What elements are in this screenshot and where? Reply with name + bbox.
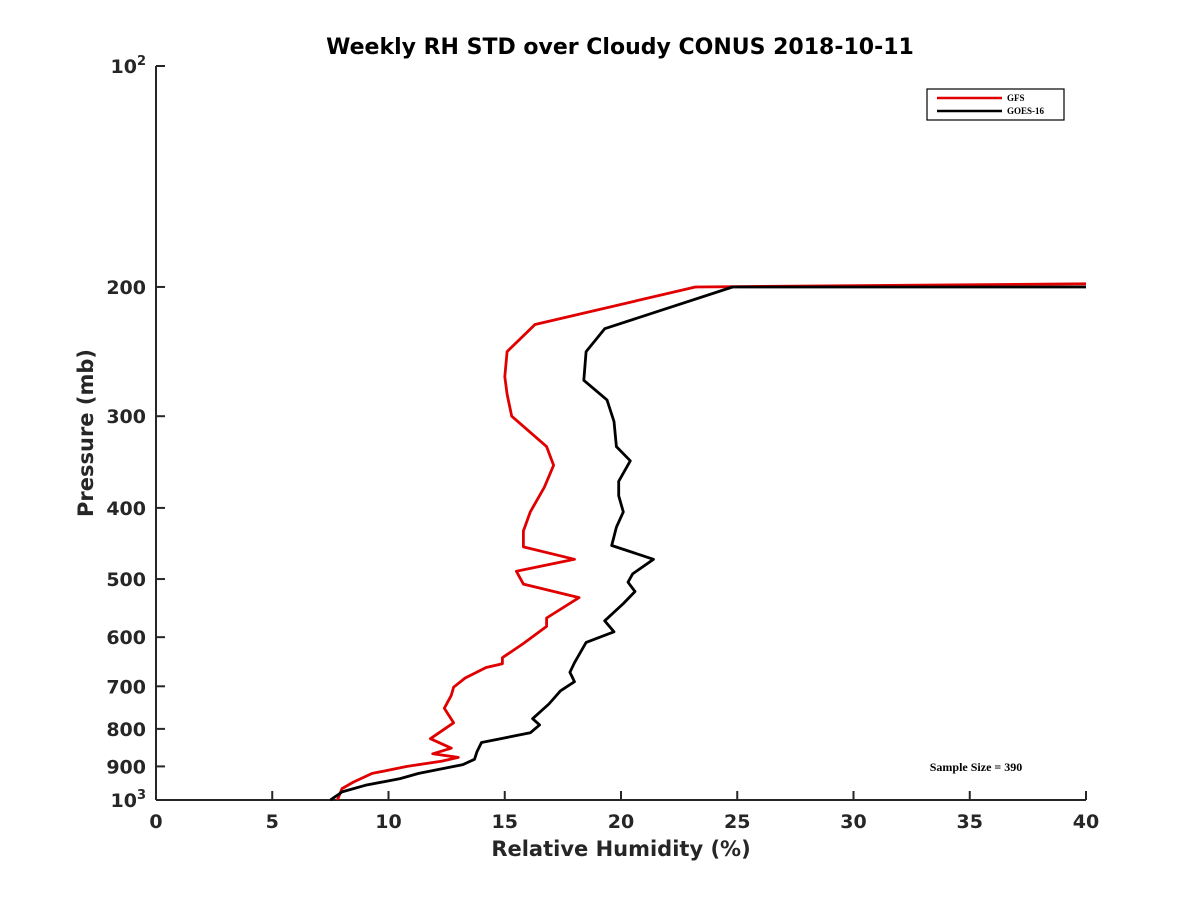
- x-tick-label: 40: [1073, 811, 1099, 833]
- y-tick-label: 700: [106, 676, 146, 698]
- x-tick-label: 20: [608, 811, 634, 833]
- sample-size-annotation: Sample Size = 390: [930, 760, 1023, 774]
- x-axis-label: Relative Humidity (%): [491, 837, 750, 861]
- y-tick-label: 500: [106, 569, 146, 591]
- y-tick-label: 103: [111, 788, 147, 812]
- chart-title: Weekly RH STD over Cloudy CONUS 2018-10-…: [326, 35, 914, 60]
- legend: GFS GOES-16: [926, 88, 1065, 121]
- y-tick-label: 900: [106, 756, 146, 778]
- x-tick-label: 15: [492, 811, 518, 833]
- y-tick-label: 200: [106, 277, 146, 299]
- legend-entries: GFS GOES-16: [937, 93, 1045, 116]
- y-tick-label: 300: [106, 406, 146, 428]
- x-tick-label: 10: [375, 811, 401, 833]
- x-tick-label: 30: [840, 811, 866, 833]
- y-axis-label: Pressure (mb): [74, 349, 98, 517]
- series-line-goes-16: [329, 285, 1086, 802]
- x-tick-label: 5: [266, 811, 279, 833]
- y-tick-label: 400: [106, 498, 146, 520]
- y-tick-label: 600: [106, 627, 146, 649]
- x-tick-label: 35: [957, 811, 983, 833]
- series-line-gfs: [336, 282, 1087, 801]
- series-lines: [329, 282, 1087, 802]
- legend-label: GOES-16: [1007, 106, 1045, 116]
- legend-label: GFS: [1007, 93, 1025, 103]
- y-tick-label: 102: [111, 54, 147, 78]
- legend-box: [926, 88, 1065, 121]
- plot-area: 0 5 10 15 20 25 30 35 40 102 200 300 400 500 600 700 80…: [106, 54, 1099, 833]
- y-tick-label: 800: [106, 719, 146, 741]
- x-tick-label: 25: [724, 811, 750, 833]
- y-ticks: 102 200 300 400 500 600 700 800 900 103: [106, 54, 165, 812]
- x-ticks: 0 5 10 15 20 25 30 35 40: [149, 791, 1099, 833]
- x-tick-label: 0: [149, 811, 162, 833]
